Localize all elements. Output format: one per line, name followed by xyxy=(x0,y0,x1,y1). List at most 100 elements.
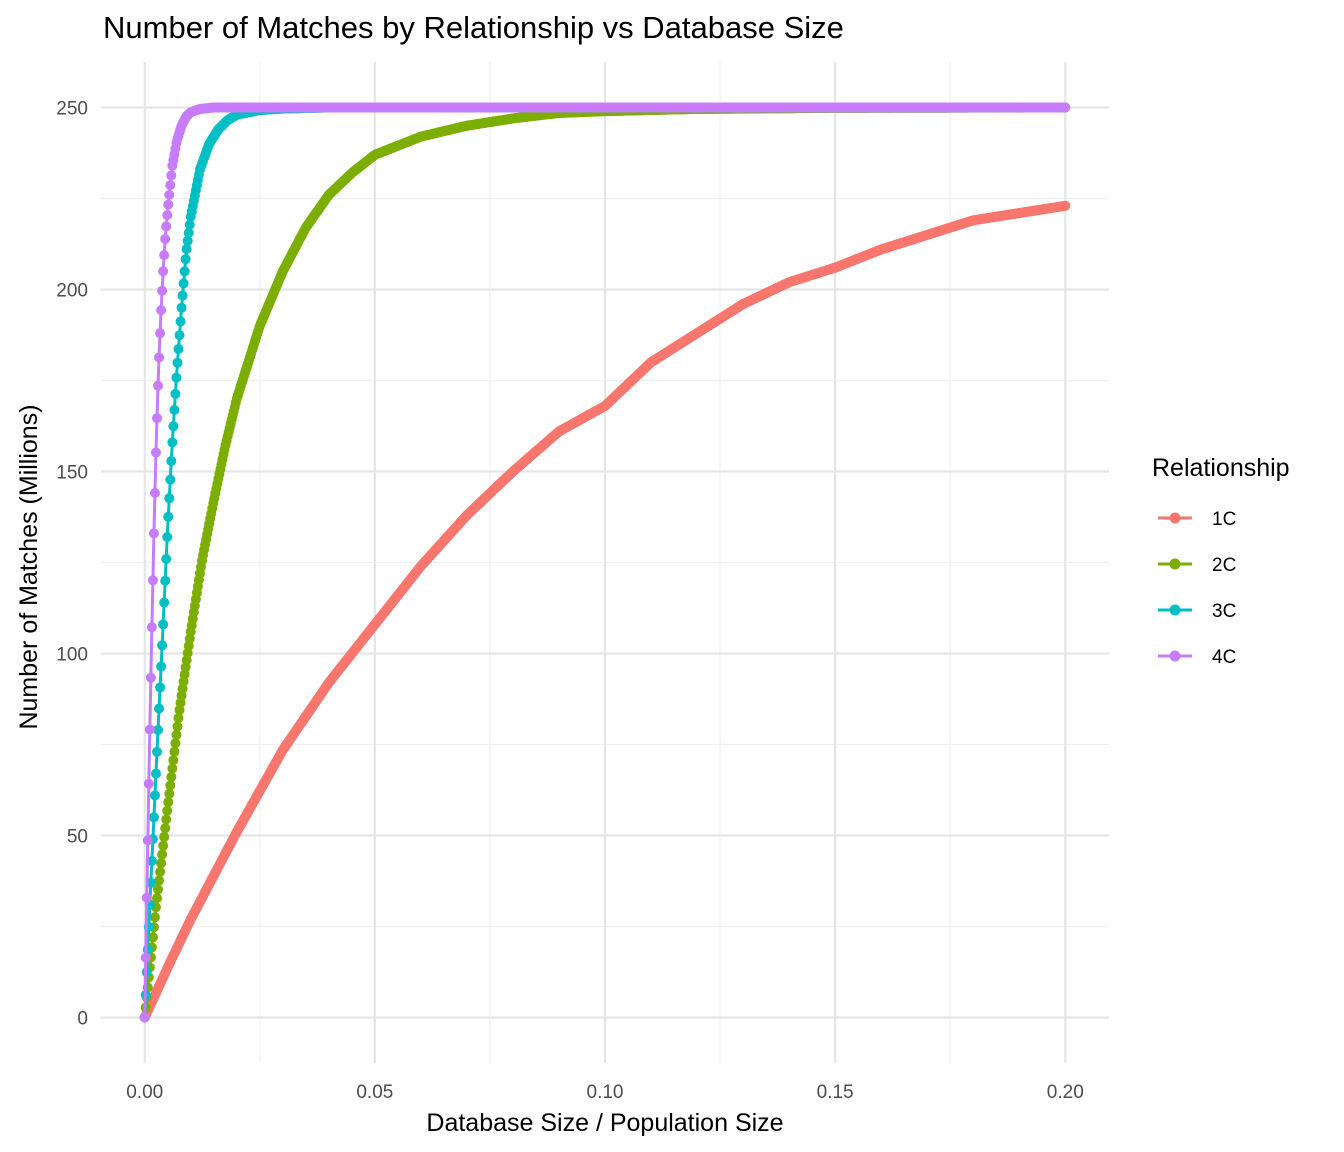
data-point xyxy=(153,380,164,391)
data-point xyxy=(152,413,162,424)
data-point xyxy=(159,597,170,608)
legend-key-point xyxy=(1169,604,1181,616)
data-point xyxy=(153,884,164,895)
data-point xyxy=(164,493,175,504)
data-point xyxy=(155,328,166,339)
data-point xyxy=(150,447,161,458)
data-point xyxy=(155,866,166,877)
data-point xyxy=(145,672,156,683)
data-point xyxy=(169,405,180,416)
data-point xyxy=(160,233,171,244)
y-tick-label: 150 xyxy=(56,463,88,484)
data-point xyxy=(176,302,187,313)
data-point xyxy=(172,721,183,732)
legend-label: 1C xyxy=(1212,509,1236,530)
x-tick-label: 0.05 xyxy=(356,1082,393,1103)
data-point xyxy=(158,840,169,851)
x-axis-ticks: 0.00 0.05 0.10 0.15 0.20 xyxy=(126,1082,1084,1103)
data-point xyxy=(165,780,176,791)
series-layer xyxy=(139,102,1071,1023)
legend-item-3C: 3C xyxy=(1158,601,1236,622)
data-point xyxy=(139,1012,150,1023)
data-point xyxy=(167,763,178,774)
legend-items: 1C 2C 3C 4C xyxy=(1158,509,1236,668)
y-tick-label: 0 xyxy=(77,1009,88,1030)
data-point xyxy=(158,266,169,277)
legend-label: 4C xyxy=(1212,647,1236,668)
data-point xyxy=(170,388,181,399)
data-point xyxy=(182,235,193,246)
data-point xyxy=(1060,200,1071,211)
data-point xyxy=(173,713,184,724)
legend: Relationship 1C 2C 3C 4C xyxy=(1152,454,1290,668)
data-point xyxy=(175,316,186,327)
data-point xyxy=(173,343,184,354)
data-point xyxy=(146,855,157,866)
data-point xyxy=(142,835,153,846)
data-point xyxy=(155,682,166,693)
y-tick-label: 250 xyxy=(56,99,88,120)
legend-label: 2C xyxy=(1212,555,1236,576)
data-point xyxy=(160,575,171,586)
data-point xyxy=(144,724,155,735)
data-point xyxy=(149,912,160,923)
data-point xyxy=(167,437,178,448)
data-point xyxy=(161,814,172,825)
legend-key-point xyxy=(1169,558,1181,570)
data-point xyxy=(165,474,176,485)
data-point xyxy=(152,746,162,757)
data-point xyxy=(172,357,183,368)
data-point xyxy=(162,210,173,221)
data-point xyxy=(157,849,168,860)
y-tick-label: 200 xyxy=(56,281,88,302)
data-point xyxy=(163,199,174,210)
data-point xyxy=(140,952,151,963)
data-point xyxy=(166,170,177,181)
legend-title: Relationship xyxy=(1152,454,1290,482)
data-point xyxy=(180,254,191,265)
legend-item-2C: 2C xyxy=(1158,555,1236,576)
data-point xyxy=(168,755,179,766)
data-point xyxy=(164,788,175,799)
data-point xyxy=(160,823,171,834)
data-point xyxy=(148,528,159,539)
data-point xyxy=(163,511,174,522)
data-point xyxy=(159,250,170,261)
y-axis-title: Number of Matches (Millions) xyxy=(15,404,43,729)
data-point xyxy=(161,221,172,232)
data-point xyxy=(148,812,159,823)
data-point xyxy=(150,768,161,779)
data-point xyxy=(149,487,160,498)
data-point xyxy=(171,372,182,383)
data-point xyxy=(178,278,189,289)
data-point xyxy=(181,244,192,255)
x-tick-label: 0.00 xyxy=(126,1082,163,1103)
data-point xyxy=(166,771,177,782)
data-point xyxy=(166,455,177,466)
data-point xyxy=(169,746,180,757)
data-point xyxy=(156,858,167,869)
data-point xyxy=(149,790,160,801)
data-point xyxy=(156,305,167,316)
x-tick-label: 0.10 xyxy=(587,1082,624,1103)
series-1C xyxy=(139,200,1071,1023)
legend-label: 3C xyxy=(1212,601,1236,622)
data-point xyxy=(147,575,158,586)
data-point xyxy=(177,290,188,301)
x-axis-title: Database Size / Population Size xyxy=(426,1109,783,1137)
data-point xyxy=(153,724,164,735)
legend-item-1C: 1C xyxy=(1158,509,1236,530)
data-point xyxy=(143,778,154,789)
data-point xyxy=(183,227,194,238)
data-point xyxy=(165,180,176,191)
legend-item-4C: 4C xyxy=(1158,647,1236,668)
y-axis-ticks: 0 50 100 150 200 250 xyxy=(56,99,88,1030)
chart-title: Number of Matches by Relationship vs Dat… xyxy=(103,10,844,45)
data-point xyxy=(1060,102,1071,113)
y-tick-label: 50 xyxy=(67,827,88,848)
series-4C xyxy=(139,102,1071,1023)
data-point xyxy=(154,352,165,363)
data-point xyxy=(154,703,165,714)
data-point xyxy=(156,661,167,672)
